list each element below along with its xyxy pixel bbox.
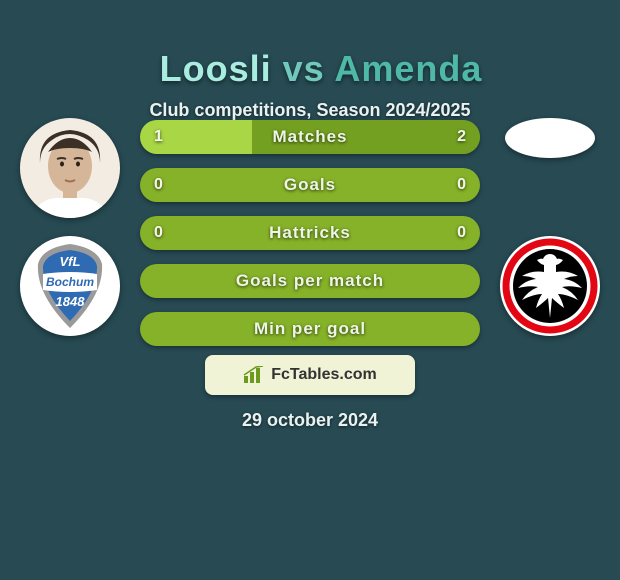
stat-bar: Min per goal [140, 312, 480, 346]
stat-label: Goals per match [140, 264, 480, 298]
frankfurt-badge-svg [500, 236, 600, 336]
right-player-column [490, 118, 610, 336]
title-player2: Amenda [334, 48, 482, 89]
title-player1: Loosli [160, 48, 272, 89]
title-vs: vs [283, 48, 325, 89]
stat-bar: 0 Goals 0 [140, 168, 480, 202]
player1-club-badge: VfL Bochum 1848 [20, 236, 120, 336]
bar-chart-icon [243, 366, 265, 384]
player1-avatar [20, 118, 120, 218]
svg-text:VfL: VfL [60, 254, 81, 269]
player1-avatar-svg [20, 118, 120, 218]
source-badge: FcTables.com [205, 355, 415, 395]
player2-avatar-placeholder [505, 118, 595, 158]
stat-right-value: 2 [457, 120, 466, 154]
stat-right-value: 0 [457, 216, 466, 250]
stat-bar: 1 Matches 2 [140, 120, 480, 154]
source-badge-text: FcTables.com [271, 366, 377, 384]
player2-club-badge [500, 236, 600, 336]
stat-label: Hattricks [140, 216, 480, 250]
stats-bars: 1 Matches 2 0 Goals 0 0 Hattricks 0 Goal… [140, 120, 480, 346]
stat-bar: Goals per match [140, 264, 480, 298]
svg-text:1848: 1848 [56, 294, 86, 309]
date-text: 29 october 2024 [0, 410, 620, 431]
svg-text:Bochum: Bochum [46, 275, 94, 289]
stat-bar: 0 Hattricks 0 [140, 216, 480, 250]
stat-label: Matches [140, 120, 480, 154]
left-player-column: VfL Bochum 1848 [10, 118, 130, 336]
bochum-badge-svg: VfL Bochum 1848 [20, 236, 120, 336]
stat-right-value: 0 [457, 168, 466, 202]
stat-label: Goals [140, 168, 480, 202]
page-title: Loosli vs Amenda [0, 0, 620, 90]
stat-label: Min per goal [140, 312, 480, 346]
